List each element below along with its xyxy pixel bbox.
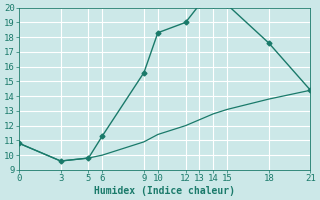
X-axis label: Humidex (Indice chaleur): Humidex (Indice chaleur) [94,186,235,196]
